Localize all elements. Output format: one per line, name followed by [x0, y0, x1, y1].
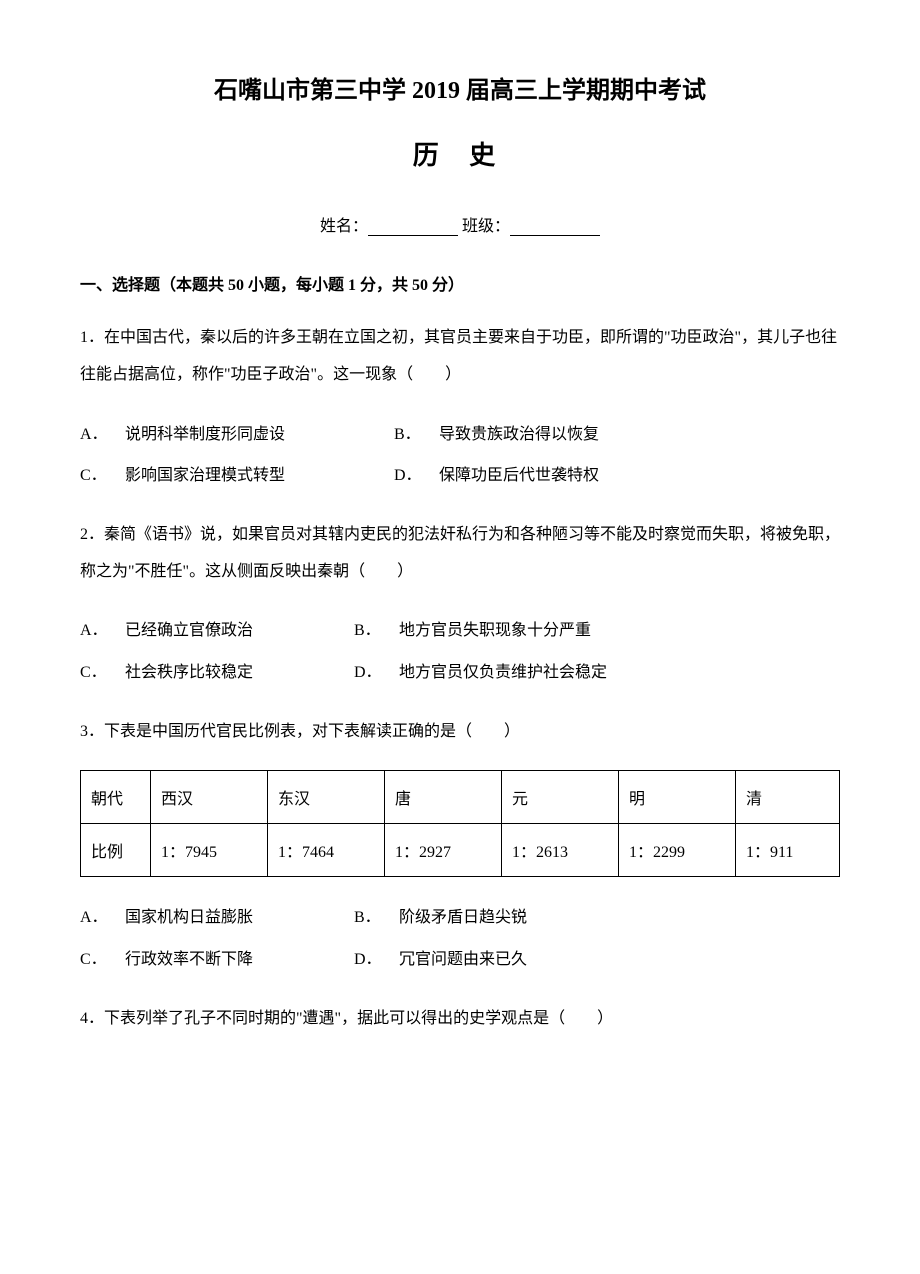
option-label-b: B． — [394, 414, 439, 456]
q1-option-c: 影响国家治理模式转型 — [125, 467, 285, 484]
question-3: 3．下表是中国历代官民比例表，对下表解读正确的是（ ） — [80, 714, 840, 751]
question-3-options: A．国家机构日益膨胀 B．阶级矛盾日趋尖锐 C．行政效率不断下降 D．冗官问题由… — [80, 897, 840, 980]
q3-table: 朝代 西汉 东汉 唐 元 明 清 比例 1：7945 1：7464 1：2927… — [80, 770, 840, 877]
question-2: 2．秦简《语书》说，如果官员对其辖内吏民的犯法奸私行为和各种陋习等不能及时察觉而… — [80, 517, 840, 591]
table-cell: 1：2299 — [619, 824, 736, 877]
option-label-d: D． — [394, 455, 439, 497]
q2-option-b: 地方官员失职现象十分严重 — [399, 622, 591, 639]
question-1: 1．在中国古代，秦以后的许多王朝在立国之初，其官员主要来自于功臣，即所谓的"功臣… — [80, 320, 840, 394]
table-cell: 明 — [619, 771, 736, 824]
q2-option-d: 地方官员仅负责维护社会稳定 — [399, 664, 607, 681]
question-2-options: A．已经确立官僚政治 B．地方官员失职现象十分严重 C．社会秩序比较稳定 D．地… — [80, 610, 840, 693]
table-cell: 西汉 — [151, 771, 268, 824]
option-label-c: C． — [80, 455, 125, 497]
q2-option-a: 已经确立官僚政治 — [125, 622, 253, 639]
q3-option-d: 冗官问题由来已久 — [399, 951, 527, 968]
table-cell: 唐 — [385, 771, 502, 824]
name-class-line: 姓名： 班级： — [80, 212, 840, 236]
option-label-b: B． — [354, 897, 399, 939]
table-row: 朝代 西汉 东汉 唐 元 明 清 — [81, 771, 840, 824]
table-cell: 1：7945 — [151, 824, 268, 877]
table-cell: 比例 — [81, 824, 151, 877]
section-header: 一、选择题（本题共 50 小题，每小题 1 分，共 50 分） — [80, 271, 840, 295]
option-label-a: A． — [80, 610, 125, 652]
exam-title: 石嘴山市第三中学 2019 届高三上学期期中考试 — [80, 70, 840, 105]
table-cell: 东汉 — [268, 771, 385, 824]
q1-option-b: 导致贵族政治得以恢复 — [439, 426, 599, 443]
table-cell: 1：7464 — [268, 824, 385, 877]
q3-option-c: 行政效率不断下降 — [125, 951, 253, 968]
q1-option-d: 保障功臣后代世袭特权 — [439, 467, 599, 484]
question-1-options: A．说明科举制度形同虚设 B．导致贵族政治得以恢复 C．影响国家治理模式转型 D… — [80, 414, 840, 497]
subject-title: 历 史 — [80, 135, 840, 172]
option-label-d: D． — [354, 939, 399, 981]
table-cell: 1：911 — [736, 824, 840, 877]
class-label: 班级： — [462, 218, 510, 235]
name-label: 姓名： — [320, 218, 368, 235]
option-label-b: B． — [354, 610, 399, 652]
q3-option-b: 阶级矛盾日趋尖锐 — [399, 909, 527, 926]
table-cell: 1：2613 — [502, 824, 619, 877]
q3-option-a: 国家机构日益膨胀 — [125, 909, 253, 926]
name-blank — [368, 220, 458, 236]
q1-option-a: 说明科举制度形同虚设 — [125, 426, 285, 443]
option-label-a: A． — [80, 897, 125, 939]
table-cell: 元 — [502, 771, 619, 824]
option-label-c: C． — [80, 652, 125, 694]
table-cell: 朝代 — [81, 771, 151, 824]
table-cell: 清 — [736, 771, 840, 824]
question-4: 4．下表列举了孔子不同时期的"遭遇"，据此可以得出的史学观点是（ ） — [80, 1001, 840, 1038]
option-label-d: D． — [354, 652, 399, 694]
option-label-c: C． — [80, 939, 125, 981]
option-label-a: A． — [80, 414, 125, 456]
q2-option-c: 社会秩序比较稳定 — [125, 664, 253, 681]
class-blank — [510, 220, 600, 236]
table-row: 比例 1：7945 1：7464 1：2927 1：2613 1：2299 1：… — [81, 824, 840, 877]
table-cell: 1：2927 — [385, 824, 502, 877]
